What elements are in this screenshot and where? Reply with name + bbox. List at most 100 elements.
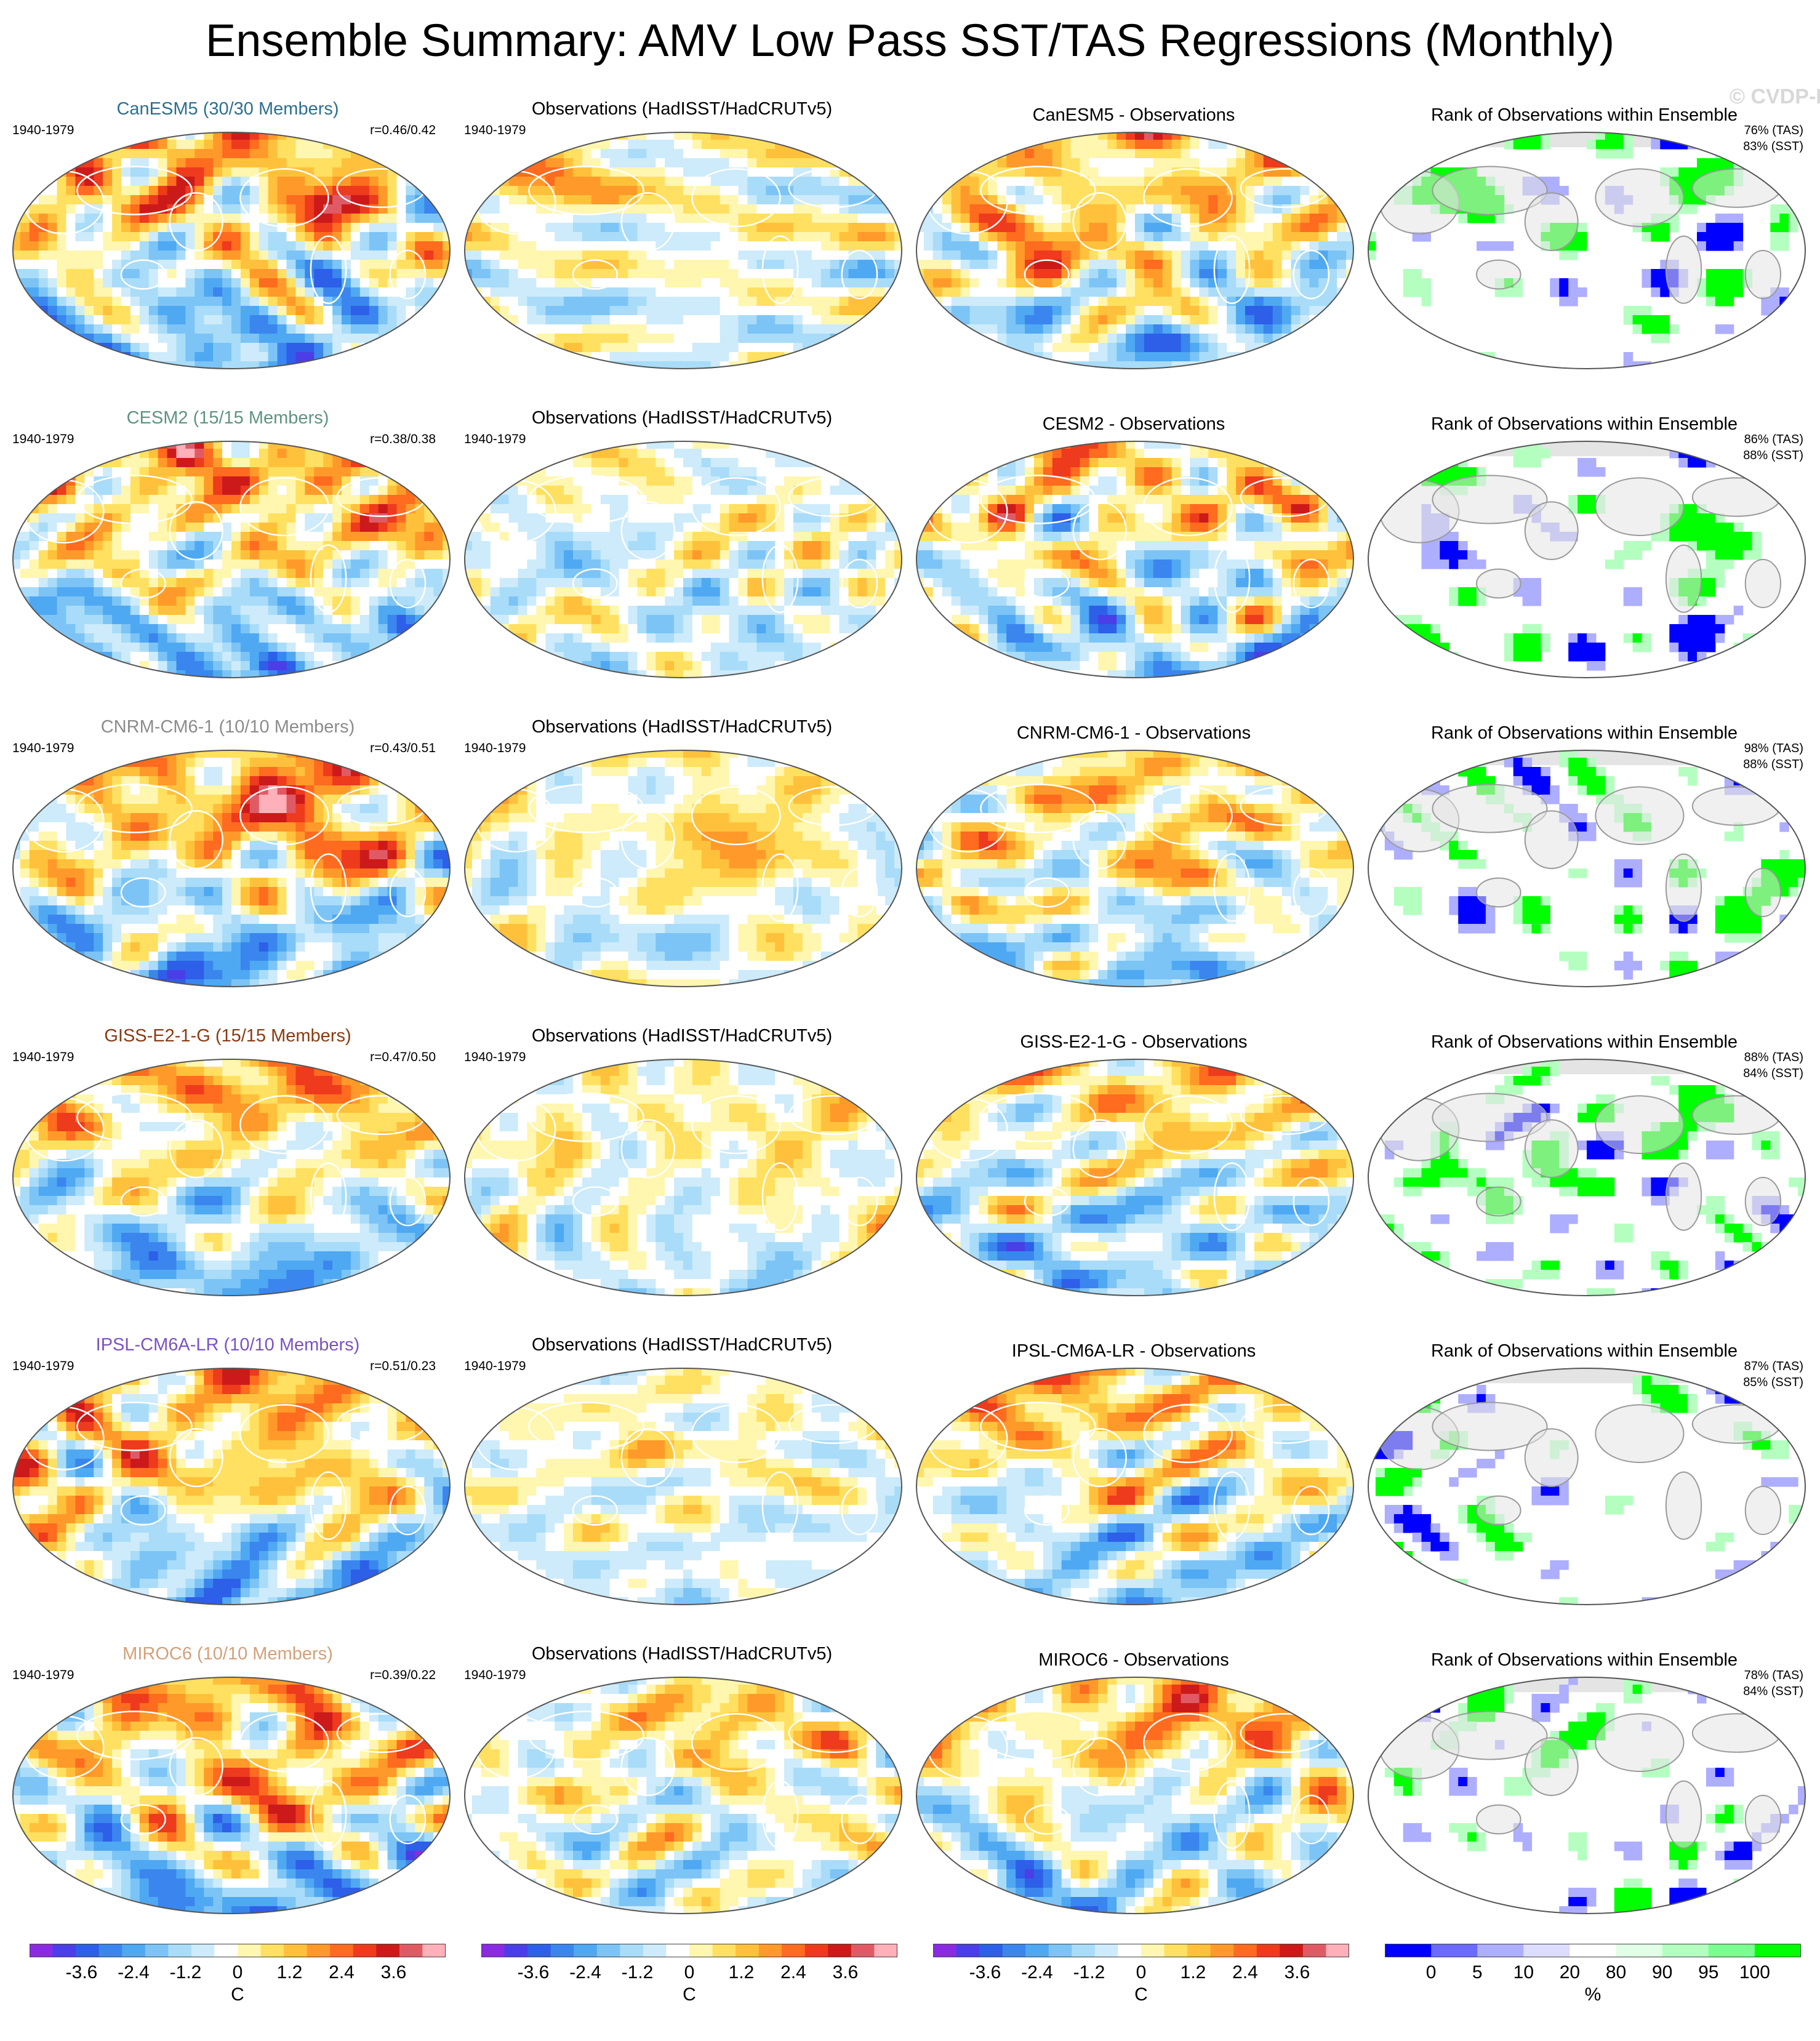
colorbar-tick-label: 20 — [1560, 1962, 1580, 1983]
pattern-correlation: r=0.39/0.22 — [337, 1668, 436, 1683]
watermark: © CVDP-LE — [1730, 85, 1820, 109]
panel-title-rank: Rank of Observations within Ensemble — [1357, 105, 1812, 126]
colorbar-swatch — [260, 1944, 284, 1957]
period-label: 1940-1979 — [12, 1050, 74, 1065]
colorbar-tick-label: -2.4 — [569, 1962, 601, 1983]
obs-map — [464, 1059, 902, 1296]
rank-percent-tas: 98% (TAS) — [1705, 741, 1803, 756]
panel-title-model: GISS-E2-1-G (15/15 Members) — [0, 1025, 455, 1046]
colorbar-swatch — [30, 1944, 54, 1957]
colorbar-swatch — [1072, 1944, 1096, 1957]
period-label: 1940-1979 — [12, 432, 74, 447]
panel-title-obs: Observations (HadISST/HadCRUTv5) — [454, 1334, 910, 1355]
colorbar-tick-label: -1.2 — [622, 1962, 654, 1983]
colorbar-swatch — [712, 1944, 736, 1957]
colorbar-swatch — [481, 1944, 505, 1957]
colorbar-tick-label: -1.2 — [1073, 1962, 1105, 1983]
colorbar-swatch — [736, 1944, 760, 1957]
colorbar-swatch — [1302, 1944, 1326, 1957]
rank-percent-sst: 85% (SST) — [1705, 1375, 1803, 1390]
period-label: 1940-1979 — [12, 741, 74, 756]
colorbar-swatch — [666, 1944, 690, 1957]
rank-percent-sst: 84% (SST) — [1705, 1066, 1803, 1081]
rank-map — [1368, 1368, 1806, 1605]
rank-percent-tas: 88% (TAS) — [1705, 1050, 1803, 1065]
model-map — [12, 750, 451, 987]
colorbar-swatch — [851, 1944, 875, 1957]
colorbar-swatch — [238, 1944, 262, 1957]
colorbar-unit: C — [231, 1984, 244, 2005]
model-map — [12, 1677, 451, 1914]
colorbar-tick-label: 95 — [1698, 1962, 1718, 1983]
colorbar-tick-label: 90 — [1652, 1962, 1672, 1983]
rank-colorbar — [1385, 1944, 1801, 1957]
colorbar-unit: C — [1134, 1984, 1148, 2005]
colorbar-swatch — [1141, 1944, 1165, 1957]
colorbar-tick-label: 0 — [1426, 1962, 1437, 1983]
panel-title-model: MIROC6 (10/10 Members) — [0, 1643, 455, 1664]
colorbar-swatch — [422, 1944, 446, 1957]
diff-map — [916, 441, 1354, 678]
colorbar-tick-label: -3.6 — [969, 1962, 1001, 1983]
panel-title-diff: IPSL-CM6A-LR - Observations — [906, 1341, 1361, 1361]
rank-map — [1368, 441, 1806, 678]
rank-percent-sst: 84% (SST) — [1705, 1684, 1803, 1699]
rank-percent-tas: 76% (TAS) — [1705, 123, 1803, 138]
period-label: 1940-1979 — [464, 432, 526, 447]
diff-map — [916, 132, 1354, 369]
diff-map — [916, 1677, 1354, 1914]
colorbar-swatch — [782, 1944, 806, 1957]
model-map — [12, 1059, 451, 1296]
colorbar-tick-label: -3.6 — [66, 1962, 98, 1983]
colorbar-swatch — [330, 1944, 354, 1957]
panel-title-rank: Rank of Observations within Ensemble — [1357, 1650, 1812, 1670]
colorbar-unit: % — [1585, 1984, 1602, 2005]
obs-map — [464, 441, 902, 678]
panel-title-model: CanESM5 (30/30 Members) — [0, 98, 455, 119]
colorbar-swatch — [168, 1944, 192, 1957]
colorbar-swatch — [1164, 1944, 1188, 1957]
colorbar-tick-label: 0 — [684, 1962, 695, 1983]
colorbar-swatch — [98, 1944, 122, 1957]
colorbar-tick-label: -3.6 — [518, 1962, 550, 1983]
colorbar-tick-label: -2.4 — [118, 1962, 150, 1983]
period-label: 1940-1979 — [12, 1359, 74, 1374]
colorbar-tick-label: 5 — [1472, 1962, 1483, 1983]
colorbar-tick-label: 0 — [1136, 1962, 1147, 1983]
colorbar-swatch — [191, 1944, 215, 1957]
colorbar-swatch — [1385, 1944, 1432, 1957]
colorbar-tick-label: 3.6 — [381, 1962, 407, 1983]
period-label: 1940-1979 — [12, 123, 74, 138]
colorbar-swatch — [874, 1944, 897, 1957]
obs-map — [464, 1368, 902, 1605]
colorbar-swatch — [620, 1944, 644, 1957]
rank-percent-tas: 78% (TAS) — [1705, 1668, 1803, 1683]
panel-title-diff: CanESM5 - Observations — [906, 105, 1361, 126]
colorbar-tick-label: 1.2 — [729, 1962, 755, 1983]
colorbar-tick-label: 2.4 — [780, 1962, 806, 1983]
panel-title-rank: Rank of Observations within Ensemble — [1357, 1341, 1812, 1361]
period-label: 1940-1979 — [464, 1668, 526, 1683]
colorbar-swatch — [527, 1944, 551, 1957]
colorbar-swatch — [76, 1944, 100, 1957]
diff-map — [916, 1059, 1354, 1296]
page-title: Ensemble Summary: AMV Low Pass SST/TAS R… — [0, 11, 1820, 70]
colorbar-swatch — [1326, 1944, 1349, 1957]
colorbar-swatch — [1048, 1944, 1072, 1957]
rank-percent-tas: 86% (TAS) — [1705, 432, 1803, 447]
model-map — [12, 1368, 451, 1605]
colorbar-swatch — [145, 1944, 169, 1957]
colorbar-tick-label: 2.4 — [1232, 1962, 1258, 1983]
regression-colorbar — [30, 1944, 446, 1957]
pattern-correlation: r=0.51/0.23 — [337, 1359, 436, 1374]
rank-map — [1368, 132, 1806, 369]
panel-title-obs: Observations (HadISST/HadCRUTv5) — [454, 716, 910, 737]
model-map — [12, 441, 451, 678]
rank-map — [1368, 1677, 1806, 1914]
rank-percent-sst: 83% (SST) — [1705, 139, 1803, 154]
colorbar-tick-label: 3.6 — [833, 1962, 859, 1983]
pattern-correlation: r=0.43/0.51 — [337, 741, 436, 756]
colorbar-tick-label: 1.2 — [1181, 1962, 1206, 1983]
colorbar-swatch — [596, 1944, 620, 1957]
colorbar-swatch — [643, 1944, 667, 1957]
